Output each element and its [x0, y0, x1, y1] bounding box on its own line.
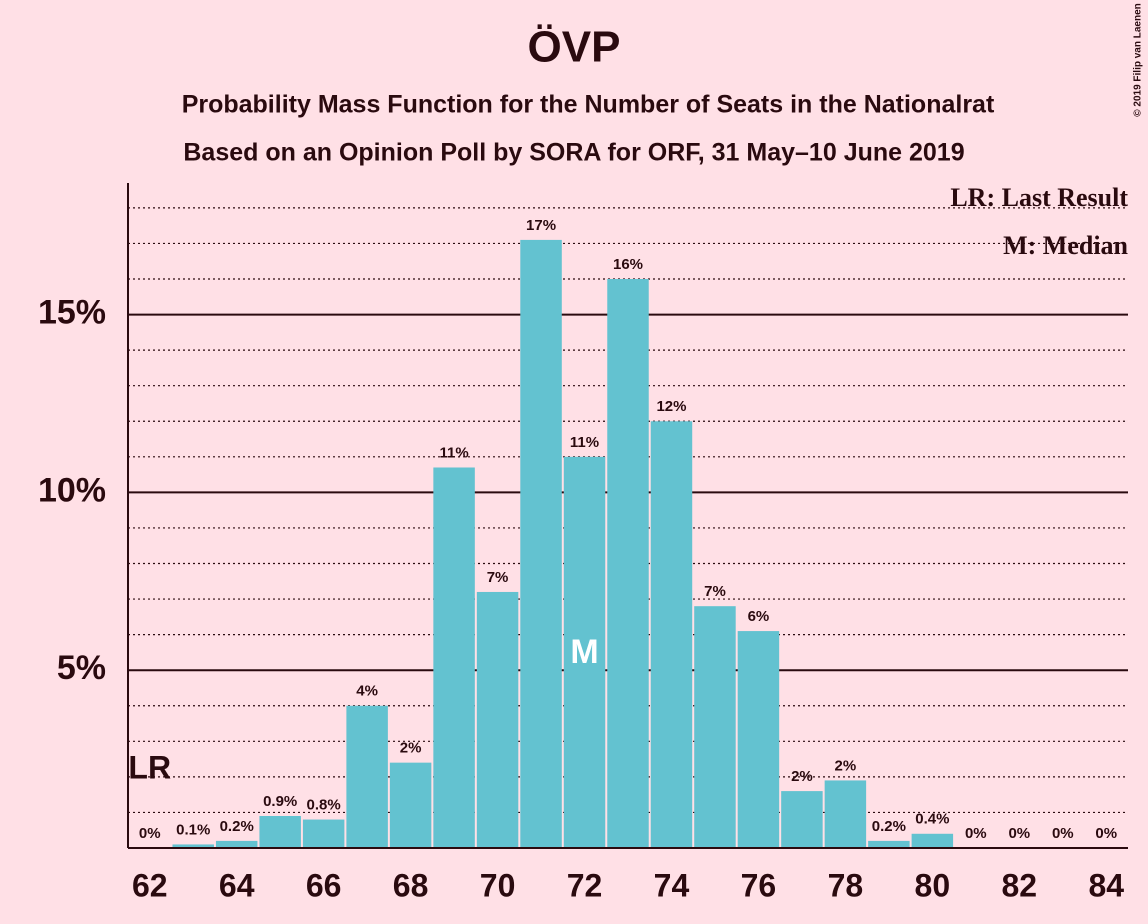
- value-label: 0.9%: [263, 793, 297, 810]
- bar: [607, 279, 649, 848]
- x-tick-label: 72: [567, 867, 603, 903]
- y-tick-label: 10%: [38, 471, 106, 509]
- value-label: 11%: [570, 434, 599, 451]
- bar: [824, 780, 867, 848]
- bar: [563, 456, 606, 848]
- legend-entry: LR: Last Result: [950, 183, 1128, 212]
- bar: [737, 631, 780, 848]
- bar: [259, 815, 301, 848]
- credit: © 2019 Filip van Laenen: [1133, 3, 1144, 117]
- value-label: 0%: [965, 825, 987, 842]
- value-label: 0.2%: [872, 818, 906, 835]
- value-label: 2%: [791, 768, 813, 785]
- value-label: 7%: [704, 583, 726, 600]
- bar: [389, 762, 432, 848]
- bar: [476, 591, 519, 848]
- value-label: 0.4%: [915, 811, 949, 828]
- x-tick-label: 78: [828, 867, 864, 903]
- value-label: 0%: [1095, 825, 1117, 842]
- bar: [650, 421, 693, 848]
- bar: [520, 239, 562, 849]
- value-label: 7%: [487, 569, 509, 586]
- value-label: 12%: [656, 398, 686, 415]
- bar: [781, 791, 823, 848]
- bar: [433, 467, 475, 848]
- bar: [346, 705, 388, 848]
- x-tick-label: 82: [1002, 867, 1038, 903]
- chart-subtitle: Probability Mass Function for the Number…: [182, 91, 995, 119]
- value-label: 2%: [835, 757, 857, 774]
- x-tick-label: 70: [480, 867, 516, 903]
- value-label: 0%: [1008, 825, 1030, 842]
- chart-subtitle: Based on an Opinion Poll by SORA for ORF…: [183, 139, 964, 167]
- value-label: 16%: [613, 256, 643, 273]
- last-result-marker: LR: [128, 749, 171, 785]
- median-marker: M: [570, 633, 598, 671]
- bar: [694, 606, 736, 848]
- value-label: 17%: [526, 217, 556, 234]
- bar: [911, 833, 954, 848]
- x-tick-label: 84: [1088, 867, 1124, 903]
- value-label: 0.2%: [220, 818, 254, 835]
- value-label: 2%: [400, 740, 422, 757]
- x-tick-label: 80: [915, 867, 951, 903]
- x-tick-label: 66: [306, 867, 342, 903]
- x-tick-label: 64: [219, 867, 255, 903]
- value-label: 4%: [356, 683, 378, 700]
- y-tick-label: 15%: [38, 294, 106, 332]
- x-tick-label: 74: [654, 867, 690, 903]
- bar: [868, 840, 910, 848]
- value-label: 0%: [1052, 825, 1074, 842]
- y-tick-label: 5%: [57, 649, 106, 687]
- bar: [215, 840, 258, 848]
- legend-entry: M: Median: [1003, 231, 1128, 260]
- value-label: 0.1%: [176, 821, 210, 838]
- value-label: 11%: [439, 444, 468, 461]
- x-tick-label: 62: [132, 867, 168, 903]
- bar: [172, 844, 214, 848]
- chart-title: ÖVP: [528, 23, 621, 72]
- value-label: 0.8%: [307, 797, 341, 814]
- value-label: 0%: [139, 825, 161, 842]
- x-tick-label: 68: [393, 867, 429, 903]
- bar: [302, 819, 345, 848]
- value-label: 6%: [748, 608, 770, 625]
- x-tick-label: 76: [741, 867, 777, 903]
